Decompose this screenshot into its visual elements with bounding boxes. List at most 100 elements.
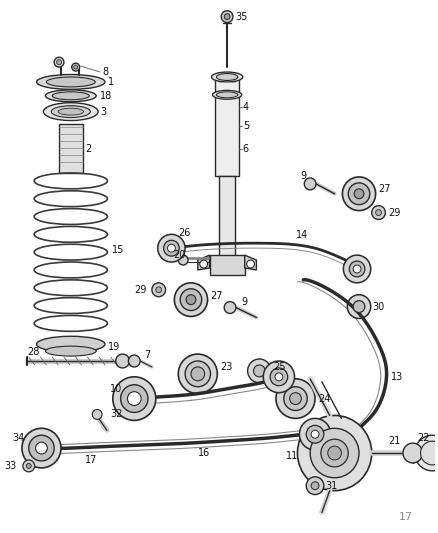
Circle shape	[116, 354, 129, 368]
Ellipse shape	[51, 106, 90, 118]
Text: 21: 21	[389, 436, 401, 446]
Ellipse shape	[212, 72, 243, 82]
Text: 14: 14	[296, 230, 308, 240]
Text: 11: 11	[286, 451, 298, 461]
Circle shape	[343, 255, 371, 283]
Text: 15: 15	[112, 245, 124, 255]
Circle shape	[348, 183, 370, 205]
Circle shape	[372, 206, 385, 220]
Text: 32: 32	[110, 409, 122, 419]
Circle shape	[164, 240, 179, 256]
Circle shape	[180, 289, 202, 311]
Circle shape	[221, 11, 233, 22]
Text: 7: 7	[144, 350, 150, 360]
Circle shape	[113, 377, 156, 421]
Text: 6: 6	[243, 144, 249, 154]
Circle shape	[311, 430, 319, 438]
Circle shape	[310, 429, 359, 478]
Circle shape	[191, 367, 205, 381]
Circle shape	[29, 435, 54, 461]
Circle shape	[35, 442, 47, 454]
Ellipse shape	[58, 108, 84, 115]
Circle shape	[290, 393, 301, 405]
Circle shape	[200, 260, 208, 268]
Polygon shape	[198, 255, 209, 270]
Text: 24: 24	[318, 393, 330, 403]
Circle shape	[92, 409, 102, 419]
Text: 16: 16	[198, 448, 210, 458]
Bar	[219, 176, 235, 270]
Text: 19: 19	[108, 342, 120, 352]
Circle shape	[328, 446, 342, 460]
Circle shape	[347, 295, 371, 318]
Text: 35: 35	[235, 12, 247, 22]
Text: 26: 26	[178, 228, 191, 238]
Text: 23: 23	[220, 362, 233, 372]
Circle shape	[403, 443, 423, 463]
Text: 5: 5	[243, 122, 249, 132]
Circle shape	[376, 209, 381, 215]
Text: 17: 17	[399, 512, 413, 522]
Circle shape	[74, 65, 78, 69]
Circle shape	[276, 379, 315, 418]
Text: 30: 30	[373, 302, 385, 312]
Circle shape	[57, 60, 61, 64]
Ellipse shape	[46, 77, 95, 87]
Circle shape	[127, 392, 141, 406]
Circle shape	[152, 283, 166, 297]
Bar	[215, 77, 239, 176]
Ellipse shape	[43, 103, 98, 120]
Circle shape	[120, 385, 148, 413]
Polygon shape	[209, 255, 245, 275]
Circle shape	[343, 177, 376, 211]
Text: 2: 2	[85, 144, 92, 154]
Text: 4: 4	[243, 102, 249, 112]
Circle shape	[263, 361, 294, 393]
Text: 9: 9	[242, 297, 248, 306]
Text: 9: 9	[300, 171, 307, 181]
Text: 33: 33	[5, 461, 17, 471]
Ellipse shape	[37, 75, 105, 90]
Ellipse shape	[212, 91, 242, 99]
Text: 34: 34	[13, 433, 25, 443]
Circle shape	[306, 425, 324, 443]
Circle shape	[304, 178, 316, 190]
Ellipse shape	[34, 253, 107, 269]
Ellipse shape	[46, 346, 96, 356]
Ellipse shape	[34, 306, 107, 322]
Circle shape	[275, 373, 283, 381]
Circle shape	[185, 361, 211, 387]
Ellipse shape	[216, 74, 238, 80]
Circle shape	[167, 244, 175, 252]
Text: 25: 25	[273, 362, 286, 372]
Text: 28: 28	[27, 347, 39, 357]
Circle shape	[321, 439, 348, 467]
Text: 29: 29	[389, 207, 401, 217]
Ellipse shape	[52, 92, 89, 100]
Circle shape	[270, 368, 288, 386]
Text: 13: 13	[391, 372, 403, 382]
Bar	[59, 124, 82, 173]
Polygon shape	[245, 255, 256, 270]
Circle shape	[72, 63, 80, 71]
Circle shape	[254, 365, 265, 377]
Text: 29: 29	[134, 285, 147, 295]
Text: 31: 31	[326, 481, 338, 491]
Circle shape	[311, 482, 319, 490]
Ellipse shape	[34, 200, 107, 215]
Circle shape	[128, 355, 140, 367]
Circle shape	[300, 418, 331, 450]
Circle shape	[174, 283, 208, 317]
Circle shape	[284, 387, 307, 410]
Ellipse shape	[34, 182, 107, 198]
Ellipse shape	[34, 236, 107, 251]
Text: 10: 10	[110, 384, 123, 394]
Text: 1: 1	[108, 77, 114, 87]
Ellipse shape	[34, 289, 107, 304]
Ellipse shape	[34, 217, 107, 233]
Circle shape	[349, 261, 365, 277]
Circle shape	[247, 260, 254, 268]
Circle shape	[420, 441, 438, 465]
Text: 3: 3	[100, 107, 106, 117]
Circle shape	[247, 359, 271, 383]
